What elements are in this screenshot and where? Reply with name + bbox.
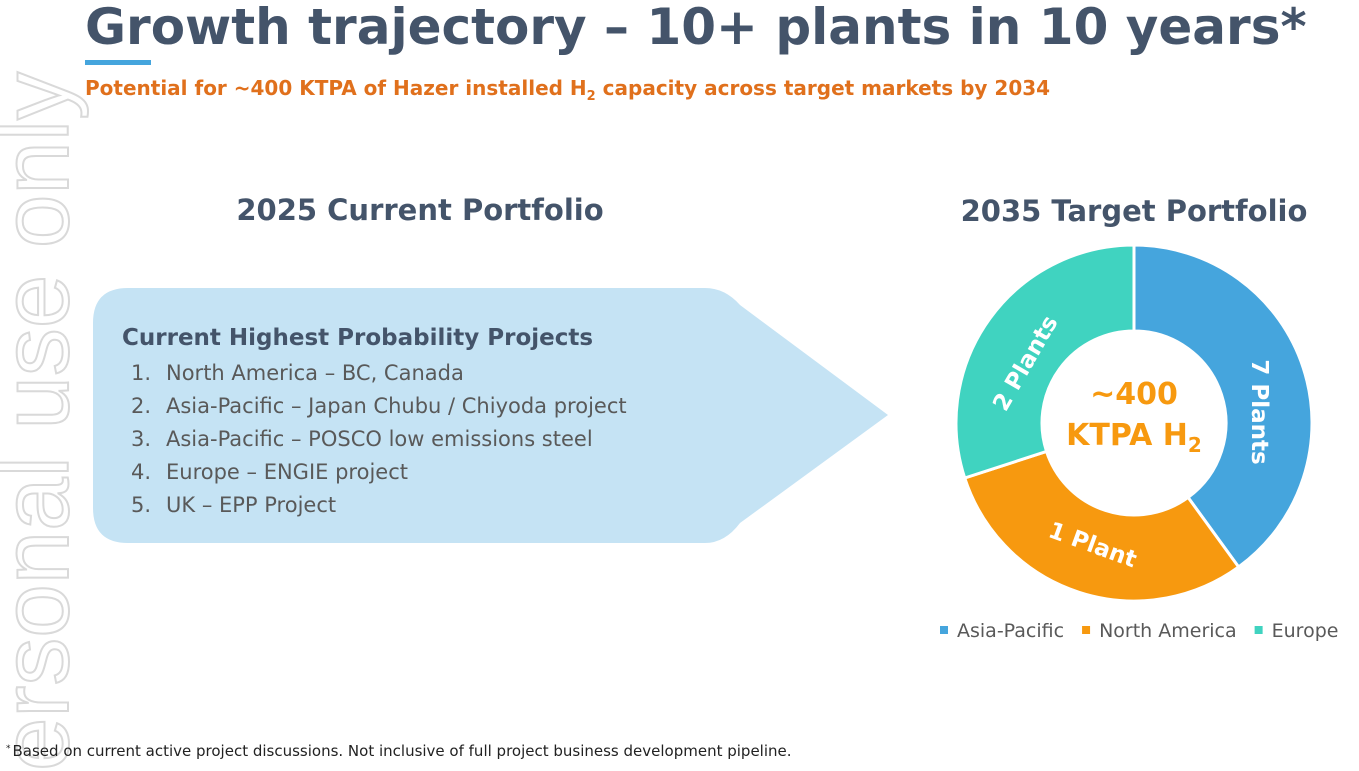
legend-label: North America [1099,620,1237,642]
list-item: North America – BC, Canada [166,361,464,385]
list-item: Europe – ENGIE project [166,460,408,484]
center-text: KTPA H [1066,418,1188,453]
subscript: 2 [1188,433,1202,457]
list-number: 3. [131,427,151,451]
donut-slice [954,243,1136,480]
callout-arrow [93,288,888,543]
box-title: Current Highest Probability Projects [122,325,593,351]
footnote-text: Based on current active project discussi… [13,742,792,760]
donut [954,243,1314,603]
subtitle-text: capacity across target markets by 2034 [596,76,1050,100]
watermark: ersonal use only [0,72,89,771]
subtitle: Potential for ~400 KTPA of Hazer install… [85,76,1050,104]
title-underline [85,60,151,65]
list-item: UK – EPP Project [166,493,336,517]
list-item: Asia-Pacific – POSCO low emissions steel [166,427,593,451]
section-heading: 2025 Current Portfolio [236,193,603,227]
list-number: 4. [131,460,151,484]
legend-label: Asia-Pacific [957,620,1064,642]
list-number: 1. [131,361,151,385]
title: Growth trajectory – 10+ plants in 10 yea… [85,0,1307,56]
list-number: 2. [131,394,151,418]
legend-label: Europe [1272,620,1339,642]
legend-swatch [1082,626,1091,634]
project-list: 1. North America – BC, Canada 2. Asia-Pacif… [131,361,627,517]
legend-swatch [940,626,948,634]
center-label: ~400 [1090,377,1178,412]
donut-slice [962,449,1241,603]
legend: Asia-Pacific North America Europe [940,620,1338,642]
legend-swatch [1254,626,1263,634]
list-number: 5. [131,493,151,517]
footnote: * Based on current active project discuss… [6,742,792,760]
footnote-mark: * [6,744,11,754]
slice-annotation: 7 Plants [1246,359,1272,464]
center-label: KTPA H2 [1066,418,1202,457]
subscript: 2 [587,89,596,104]
donut-slice [1132,243,1314,570]
subtitle-text: Potential for ~400 KTPA of Hazer install… [85,76,587,100]
chart-title: 2035 Target Portfolio [961,194,1308,228]
list-item: Asia-Pacific – Japan Chubu / Chiyoda pro… [166,394,627,418]
